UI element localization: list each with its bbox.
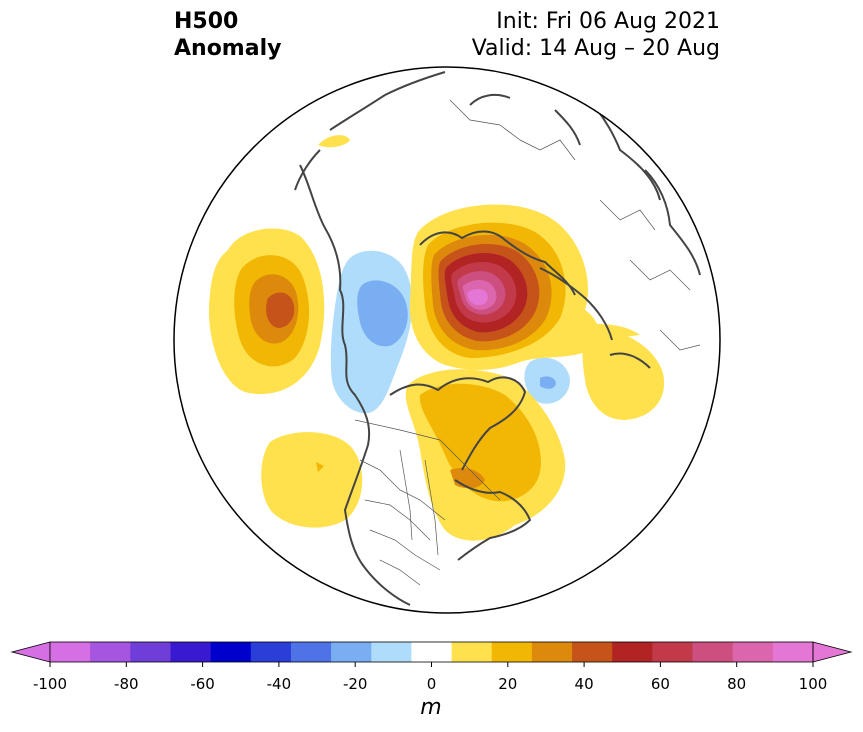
colorbar-swatch	[572, 642, 613, 662]
init-date: Init: Fri 06 Aug 2021	[496, 9, 720, 34]
colorbar-swatch	[50, 642, 91, 662]
colorbar-swatch	[130, 642, 171, 662]
colorbar-swatch	[652, 642, 694, 662]
colorbar-tick-label: -100	[32, 675, 68, 693]
colorbar-swatch	[331, 642, 372, 662]
colorbar-swatch	[772, 642, 814, 662]
map-dates: Init: Fri 06 Aug 2021 Valid: 14 Aug – 20…	[472, 8, 720, 62]
colorbar-tick-label: 100	[798, 675, 828, 693]
colorbar-tick-label: 40	[574, 675, 594, 693]
colorbar-over-extend	[812, 641, 853, 663]
colorbar-swatch	[210, 642, 252, 662]
colorbar-tick-label: 60	[650, 675, 670, 693]
colorbar-tick-label: -20	[342, 675, 368, 693]
title-variable: H500	[174, 9, 239, 34]
colorbar-tick-label: 0	[426, 675, 437, 693]
anomaly-east-pacific-ridge	[261, 432, 363, 528]
colorbar-swatch	[531, 642, 573, 662]
map-title: H500 Anomaly	[174, 8, 281, 62]
colorbar-tick-label: -80	[114, 675, 139, 693]
colorbar	[10, 641, 853, 667]
colorbar-swatch	[411, 642, 453, 662]
colorbar-unit-label: m	[420, 695, 442, 720]
colorbar-tick-label: 80	[727, 675, 747, 693]
anomaly-arctic-ridge	[409, 204, 600, 370]
anomaly-western-trough	[330, 250, 413, 414]
colorbar-swatch	[451, 642, 493, 662]
colorbar-swatch	[491, 642, 533, 662]
colorbar-swatch	[250, 642, 292, 662]
colorbar-tick-label: 20	[498, 675, 518, 693]
colorbar-swatch	[692, 642, 734, 662]
anomaly-pacific-ridge	[208, 228, 325, 395]
colorbar-swatch	[371, 642, 412, 662]
colorbar-swatch	[732, 642, 774, 662]
colorbar-tick-label: -60	[190, 675, 215, 693]
anomaly-europe-ridge	[555, 323, 665, 420]
borders	[354, 99, 701, 586]
valid-range: Valid: 14 Aug – 20 Aug	[471, 36, 720, 61]
anomaly-small-ridge	[318, 135, 350, 148]
colorbar-swatch	[290, 642, 332, 662]
colorbar-swatch	[170, 642, 212, 662]
colorbar-swatch	[90, 642, 131, 662]
title-variable-sub: Anomaly	[174, 36, 282, 61]
colorbar-under-extend	[10, 641, 51, 663]
colorbar-tick-label: -40	[266, 675, 292, 693]
colorbar-swatch	[612, 642, 653, 662]
anomaly-atlantic-trough	[524, 357, 570, 404]
polar-map	[173, 66, 721, 614]
map-boundary	[173, 66, 721, 614]
